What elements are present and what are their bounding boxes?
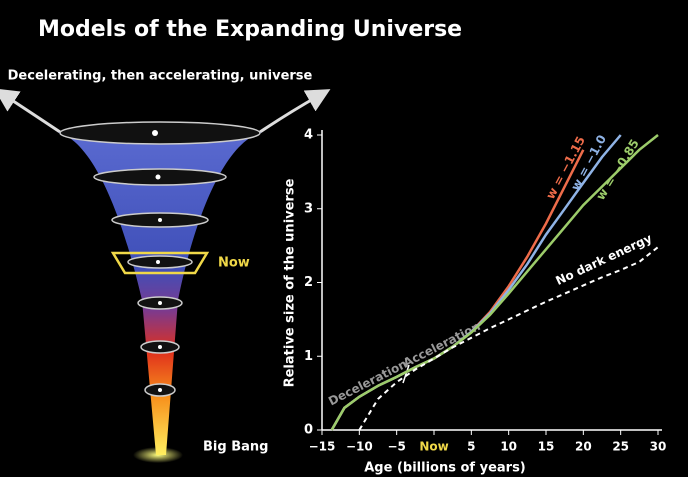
top-label: Decelerating, then accelerating, univers… (8, 69, 313, 84)
x-tick-label: 5 (467, 440, 475, 454)
big-bang-label: Big Bang (203, 440, 268, 455)
series-label: No dark energy (554, 231, 655, 288)
x-tick-label: 15 (538, 440, 555, 454)
series-line (358, 246, 659, 431)
y-tick-label: 2 (304, 275, 313, 290)
funnel-diagram (0, 88, 410, 463)
x-tick-label: −15 (309, 440, 336, 454)
y-tick-label: 3 (304, 201, 313, 216)
now-label: Now (218, 256, 250, 271)
annotation: Deceleration (326, 357, 409, 409)
y-axis-label: Relative size of the universe (283, 178, 298, 387)
series-line (330, 134, 659, 431)
y-tick-label: 0 (304, 423, 313, 438)
x-tick-label: Now (419, 440, 448, 454)
title: Models of the Expanding Universe (38, 17, 462, 42)
x-tick-label: −10 (346, 440, 373, 454)
x-tick-label: 20 (575, 440, 592, 454)
x-tick-label: 30 (650, 440, 667, 454)
y-tick-label: 4 (304, 128, 313, 143)
annotation: Acceleration (401, 319, 483, 370)
x-tick-label: 10 (500, 440, 517, 454)
x-tick-label: −5 (387, 440, 405, 454)
y-tick-label: 1 (304, 349, 313, 364)
x-tick-label: 25 (612, 440, 629, 454)
x-axis-label: Age (billions of years) (364, 461, 526, 476)
